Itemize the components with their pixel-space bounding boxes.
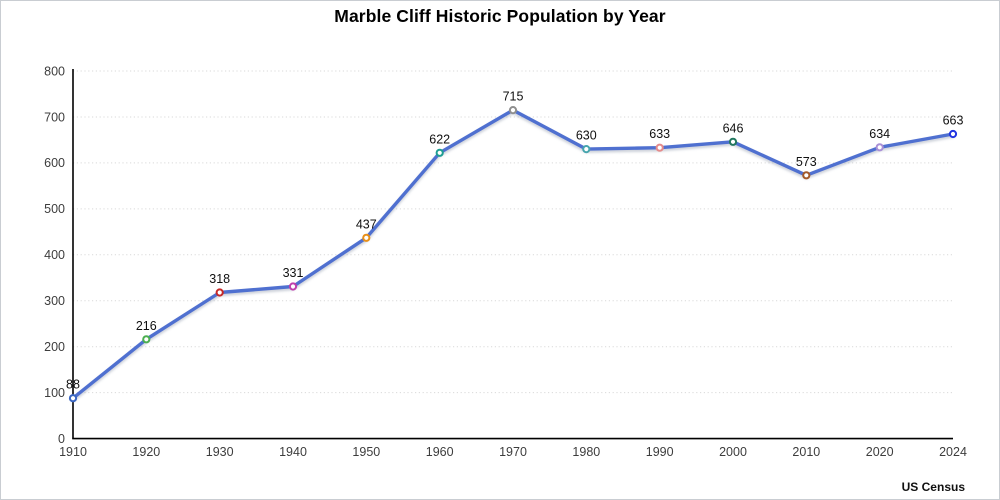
data-point-label: 715 (503, 90, 524, 104)
y-tick-label: 400 (44, 248, 65, 262)
data-point-marker (508, 106, 518, 115)
data-point-marker (215, 288, 224, 297)
x-tick-label: 1930 (206, 445, 234, 459)
data-point-label: 646 (723, 121, 744, 135)
x-tick-label: 1940 (279, 445, 307, 459)
x-tick-label: 2020 (866, 445, 894, 459)
x-tick-label: 1990 (646, 445, 674, 459)
data-point-marker (288, 282, 298, 291)
data-point-label: 216 (136, 319, 157, 333)
data-point-marker (68, 394, 78, 403)
x-tick-label: 2010 (792, 445, 820, 459)
x-tick-label: 1910 (59, 445, 87, 459)
source-label: US Census (901, 480, 965, 494)
data-point-label: 630 (576, 129, 597, 143)
y-tick-label: 800 (44, 64, 65, 78)
y-tick-label: 700 (44, 110, 65, 124)
data-point-label: 88 (66, 378, 80, 392)
y-tick-label: 200 (44, 340, 65, 354)
data-point-label: 634 (869, 127, 890, 141)
y-tick-label: 100 (44, 386, 65, 400)
chart-title: Marble Cliff Historic Population by Year (334, 6, 666, 26)
data-point-marker (728, 137, 738, 146)
y-tick-label: 500 (44, 202, 65, 216)
data-point-marker (948, 129, 958, 139)
x-tick-label: 1980 (572, 445, 600, 459)
x-tick-label: 2000 (719, 445, 747, 459)
y-tick-label: 0 (58, 432, 65, 446)
data-point-label: 633 (649, 127, 670, 141)
data-point-marker (875, 143, 884, 152)
x-tick-label: 1920 (132, 445, 160, 459)
data-point-marker (435, 148, 444, 157)
x-tick-label: 1970 (499, 445, 527, 459)
data-point-label: 318 (209, 272, 230, 286)
data-point-label: 663 (943, 114, 964, 128)
population-line (71, 108, 955, 400)
data-point-label: 573 (796, 155, 817, 169)
data-point-label: 437 (356, 217, 377, 231)
x-tick-label: 2024 (939, 445, 967, 459)
data-point-marker (802, 171, 811, 180)
x-tick-label: 1950 (352, 445, 380, 459)
y-tick-label: 300 (44, 294, 65, 308)
x-tick-label: 1960 (426, 445, 454, 459)
data-point-marker (655, 143, 664, 152)
data-point-marker (142, 335, 151, 344)
data-point-label: 331 (283, 266, 304, 280)
y-tick-label: 600 (44, 156, 65, 170)
data-point-marker (582, 145, 591, 154)
data-point-label: 622 (429, 132, 450, 146)
data-point-marker (362, 233, 371, 242)
